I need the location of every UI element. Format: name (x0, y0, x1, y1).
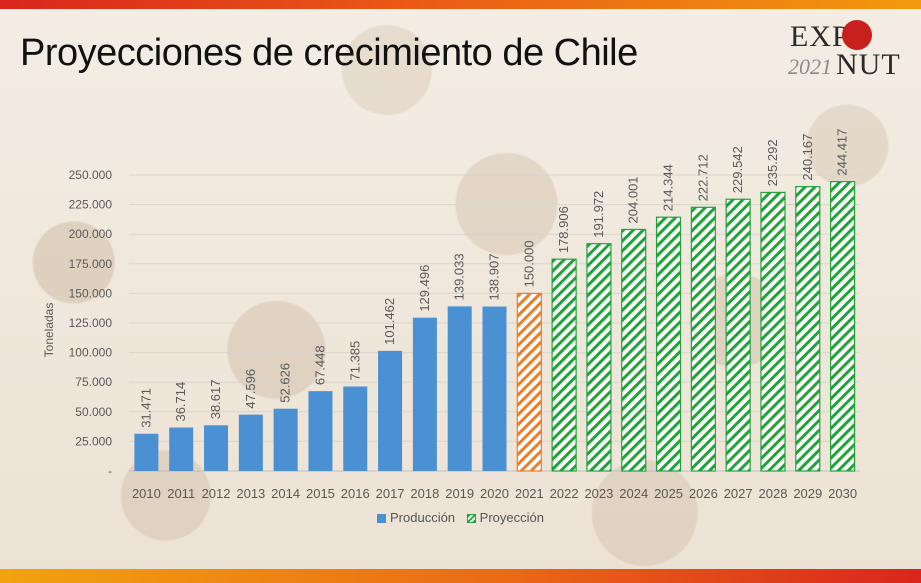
y-tick-label: 100.000 (69, 346, 113, 360)
top-accent-bar (0, 0, 921, 9)
x-tick-label: 2030 (828, 486, 857, 501)
page-title: Proyecciones de crecimiento de Chile (20, 32, 638, 74)
bar-proyeccion (586, 243, 612, 472)
x-tick-label: 2013 (236, 486, 265, 501)
bar-produccion (378, 350, 403, 471)
data-label: 178.906 (556, 206, 571, 253)
data-label: 222.712 (695, 154, 710, 201)
legend-label-proyeccion: Proyección (479, 510, 544, 525)
bar-proyeccion (690, 206, 716, 472)
data-label: 191.972 (591, 191, 606, 238)
y-tick-label: 25.000 (75, 434, 112, 448)
bar-produccion (238, 414, 263, 471)
data-label: 101.462 (382, 298, 397, 345)
x-tick-label: 2023 (584, 486, 613, 501)
bar-proyeccion-2021 (516, 292, 542, 472)
data-label: 52.626 (278, 363, 293, 403)
chart-legend: Producción Proyección (377, 510, 552, 525)
bar-produccion (482, 306, 507, 471)
data-label: 204.001 (626, 176, 641, 223)
x-tick-label: 2029 (793, 486, 822, 501)
y-tick-label: 175.000 (69, 257, 113, 271)
y-tick-label: 225.000 (69, 198, 113, 212)
x-tick-label: 2020 (480, 486, 509, 501)
data-label: 139.033 (452, 253, 467, 300)
bar-produccion (273, 408, 298, 471)
y-axis-label: Toneladas (42, 303, 56, 358)
bottom-accent-bar (0, 569, 921, 583)
bar-proyeccion (760, 191, 786, 472)
data-label: 229.542 (730, 146, 745, 193)
logo-nut-text: NUT (836, 48, 901, 81)
data-label: 235.292 (765, 139, 780, 186)
legend-item-produccion: Producción (377, 510, 455, 525)
x-tick-label: 2015 (306, 486, 335, 501)
bar-proyeccion (829, 181, 856, 472)
data-label: 150.000 (521, 240, 536, 287)
bar-produccion (308, 391, 333, 471)
x-tick-label: 2021 (515, 486, 544, 501)
x-tick-label: 2025 (654, 486, 683, 501)
data-label: 129.496 (417, 265, 432, 312)
x-tick-label: 2012 (202, 486, 231, 501)
bar-produccion (412, 317, 437, 471)
logo-seal-icon (842, 20, 872, 50)
x-tick-label: 2019 (445, 486, 474, 501)
bar-proyeccion (655, 216, 682, 472)
y-tick-label: - (108, 464, 112, 478)
bar-produccion (343, 386, 368, 471)
legend-swatch-proyeccion (466, 514, 476, 524)
y-tick-label: 75.000 (75, 375, 112, 389)
y-tick-label: 125.000 (69, 316, 113, 330)
legend-swatch-produccion (377, 514, 386, 524)
data-label: 31.471 (138, 388, 153, 428)
data-label: 47.596 (243, 369, 258, 409)
data-label: 214.344 (661, 164, 676, 211)
data-label: 38.617 (208, 380, 223, 420)
logo-year-text: 2021 (788, 54, 832, 79)
data-label: 244.417 (835, 129, 850, 176)
bar-proyeccion (621, 228, 647, 472)
bar-proyeccion (795, 186, 821, 472)
y-tick-label: 250.000 (69, 168, 113, 182)
x-tick-label: 2018 (410, 486, 439, 501)
data-label: 138.907 (487, 254, 502, 301)
bar-produccion (204, 425, 229, 471)
x-tick-label: 2026 (689, 486, 718, 501)
expo-nut-logo: EXPO 2021 NUT (784, 18, 914, 82)
bar-proyeccion (551, 258, 577, 472)
bar-produccion (169, 427, 194, 471)
y-tick-label: 50.000 (75, 405, 112, 419)
legend-item-proyeccion: Proyección (466, 510, 544, 525)
data-label: 71.385 (347, 341, 362, 381)
data-label: 36.714 (173, 382, 188, 422)
x-tick-label: 2011 (167, 486, 195, 501)
x-tick-label: 2028 (759, 486, 788, 501)
bar-produccion (447, 306, 472, 471)
legend-label-produccion: Producción (390, 510, 456, 525)
x-tick-label: 2014 (271, 486, 300, 501)
x-tick-label: 2016 (341, 486, 370, 501)
x-tick-label: 2027 (724, 486, 753, 501)
data-label: 67.448 (312, 345, 327, 385)
x-tick-label: 2010 (132, 486, 161, 501)
data-label: 240.167 (800, 134, 815, 181)
x-tick-label: 2024 (619, 486, 648, 501)
x-tick-label: 2022 (550, 486, 579, 501)
y-tick-label: 150.000 (69, 286, 113, 300)
x-tick-label: 2017 (376, 486, 405, 501)
bar-proyeccion (725, 198, 751, 472)
bar-produccion (134, 433, 159, 471)
y-tick-label: 200.000 (69, 227, 113, 241)
